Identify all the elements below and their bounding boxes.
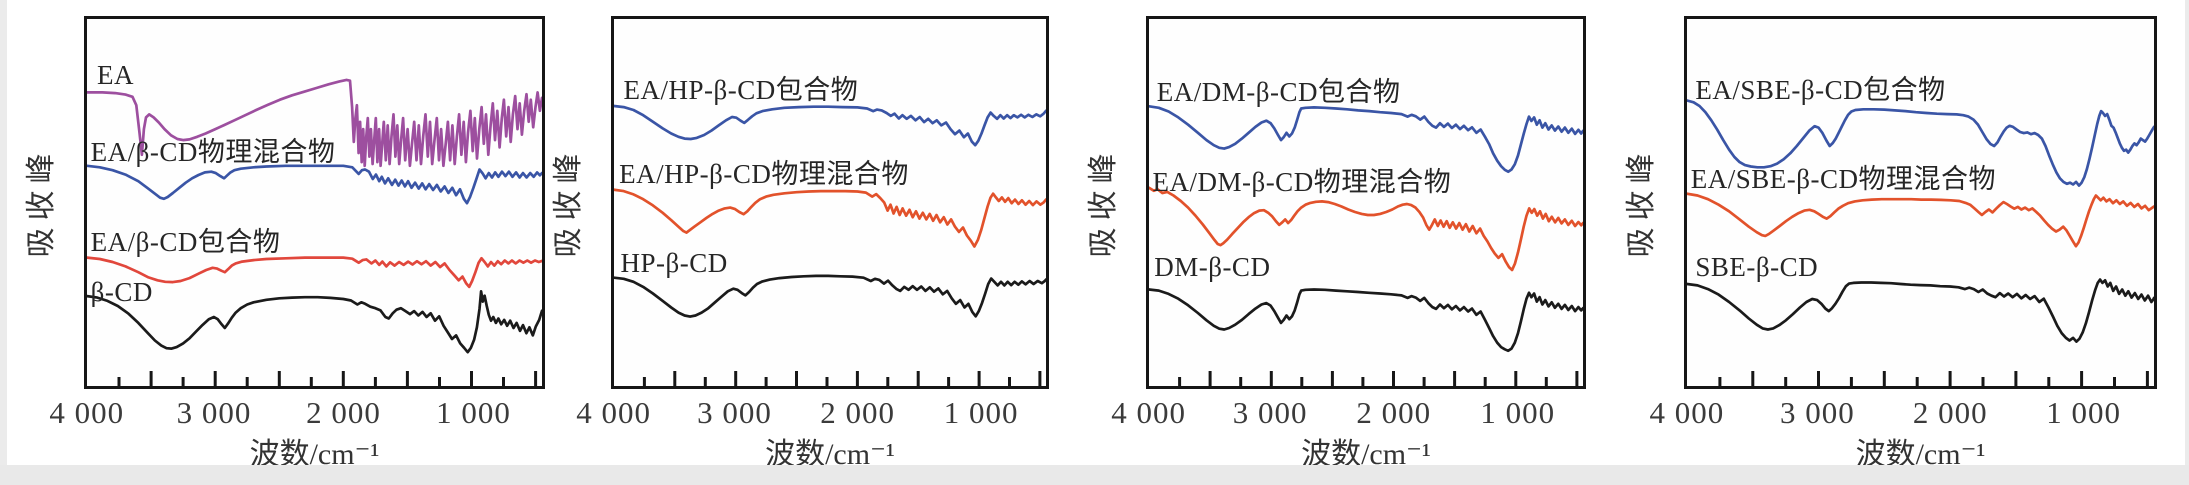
curve-label-ea-hp-beta-cd-physical-mixture: EA/HP-β-CD物理混合物 — [619, 159, 909, 190]
spectra-plot-svg — [87, 78, 542, 386]
spectrum-curve-ea-hp-beta-cd-physical-mixture — [614, 188, 1046, 248]
curve-label-ea-sbe-beta-cd-inclusion-complex: EA/SBE-β-CD包合物 — [1695, 74, 1946, 105]
x-axis-tick-labels: 4 000 3 000 2 000 1 000 — [576, 395, 1049, 431]
x-axis-tick-labels: 4 000 3 000 2 000 1 000 — [1649, 395, 2157, 431]
curve-label-ea-dm-beta-cd-inclusion-complex: EA/DM-β-CD包合物 — [1156, 76, 1401, 107]
x-tick-label-2000: 2 000 — [1356, 395, 1432, 430]
x-tick-label-3000: 3 000 — [697, 395, 772, 430]
x-tick-label-2000: 2 000 — [1912, 395, 1988, 430]
scan-edge-artifact-left — [0, 0, 7, 485]
spectrum-curve-sbe-beta-cd — [1687, 278, 2154, 343]
x-axis-tick-labels: 4 000 3 000 2 000 1 000 — [49, 395, 545, 431]
y-axis-title: 吸收峰 — [1087, 146, 1120, 258]
x-tick-label-3000: 3 000 — [1780, 395, 1855, 430]
curve-label-ea-hp-beta-cd-inclusion-complex: EA/HP-β-CD包合物 — [623, 74, 859, 105]
y-axis-title: 吸收峰 — [552, 146, 585, 258]
x-tick-label-1000: 1 000 — [943, 395, 1019, 430]
curve-label-ea-dm-beta-cd-physical-mixture: EA/DM-β-CD物理混合物 — [1152, 166, 1452, 197]
spectrum-curve-ea-sbe-beta-cd-physical-mixture — [1687, 192, 2154, 248]
curve-label-hp-beta-cd: HP-β-CD — [620, 248, 728, 279]
plot-area: EA/SBE-β-CD包合物 EA/SBE-β-CD物理混合物 SBE-β-CD — [1684, 16, 2157, 389]
spectrum-curve-ea-hp-beta-cd-inclusion-complex — [614, 104, 1046, 147]
plot-area: EA/DM-β-CD包合物 EA/DM-β-CD物理混合物 DM-β-CD — [1146, 16, 1586, 389]
curve-label-ea-beta-cd-inclusion-complex: EA/β-CD包合物 — [90, 227, 281, 258]
curve-label-ea-sbe-beta-cd-physical-mixture: EA/SBE-β-CD物理混合物 — [1690, 164, 1996, 195]
spectra-panel-sbe-beta-cd: 吸收峰 EA/SBE-β-CD包合物 EA/SBE-β-CD物理混合物 SBE-… — [1625, 0, 2189, 485]
spectrum-curve-beta-cd — [87, 289, 542, 354]
spectra-panel-dm-beta-cd: 吸收峰 EA/DM-β-CD包合物 EA/DM-β-CD物理混合物 DM-β-C… — [1087, 0, 1642, 485]
x-tick-label-4000: 4 000 — [1111, 395, 1186, 430]
spectrum-curve-ea-dm-beta-cd-inclusion-complex — [1149, 104, 1583, 174]
x-tick-label-1000: 1 000 — [2046, 395, 2122, 430]
x-tick-label-3000: 3 000 — [1232, 395, 1308, 430]
x-tick-label-3000: 3 000 — [176, 395, 252, 430]
y-axis-title: 吸收峰 — [1625, 146, 1658, 258]
x-tick-label-4000: 4 000 — [576, 395, 651, 430]
spectra-plot-svg — [1687, 99, 2154, 386]
curve-label-dm-beta-cd: DM-β-CD — [1154, 252, 1271, 283]
x-tick-label-2000: 2 000 — [820, 395, 895, 430]
curve-label-beta-cd: β-CD — [90, 276, 153, 307]
x-tick-label-4000: 4 000 — [49, 395, 125, 430]
curve-label-ea-beta-cd-physical-mixture: EA/β-CD物理混合物 — [90, 137, 336, 168]
spectrum-curve-hp-beta-cd — [614, 274, 1046, 318]
x-tick-label-4000: 4 000 — [1649, 395, 1725, 430]
spectra-panel-beta-cd: 吸收峰 EA EA/β-CD物理混合物 EA/β-CD包合物 β-CD 4 00… — [0, 0, 547, 485]
scan-edge-artifact-right — [2185, 0, 2189, 485]
curve-label-sbe-beta-cd: SBE-β-CD — [1695, 252, 1819, 283]
plot-area: EA EA/β-CD物理混合物 EA/β-CD包合物 β-CD — [84, 16, 545, 389]
y-axis-title: 吸收峰 — [25, 146, 58, 258]
x-tick-label-1000: 1 000 — [1480, 395, 1556, 430]
spectrum-curve-ea — [87, 78, 542, 168]
spectrum-curve-dm-beta-cd — [1149, 288, 1583, 353]
spectra-panel-hp-beta-cd: 吸收峰 EA/HP-β-CD包合物 EA/HP-β-CD物理混合物 HP-β-C… — [547, 0, 1094, 485]
spectra-plot-svg — [1149, 104, 1583, 386]
spectrum-curve-ea-beta-cd-physical-mixture — [87, 164, 542, 205]
spectra-plot-svg — [614, 104, 1046, 386]
scan-edge-artifact-bottom — [0, 465, 2189, 485]
spectrum-curve-ea-dm-beta-cd-physical-mixture — [1149, 186, 1583, 272]
spectrum-curve-ea-beta-cd-inclusion-complex — [87, 256, 542, 289]
plot-area: EA/HP-β-CD包合物 EA/HP-β-CD物理混合物 HP-β-CD — [611, 16, 1049, 389]
x-tick-label-2000: 2 000 — [306, 395, 381, 430]
spectrum-curve-ea-sbe-beta-cd-inclusion-complex — [1687, 99, 2154, 187]
x-axis-tick-labels: 4 000 3 000 2 000 1 000 — [1111, 395, 1586, 431]
x-tick-label-1000: 1 000 — [436, 395, 511, 430]
curve-label-ea: EA — [97, 60, 134, 91]
